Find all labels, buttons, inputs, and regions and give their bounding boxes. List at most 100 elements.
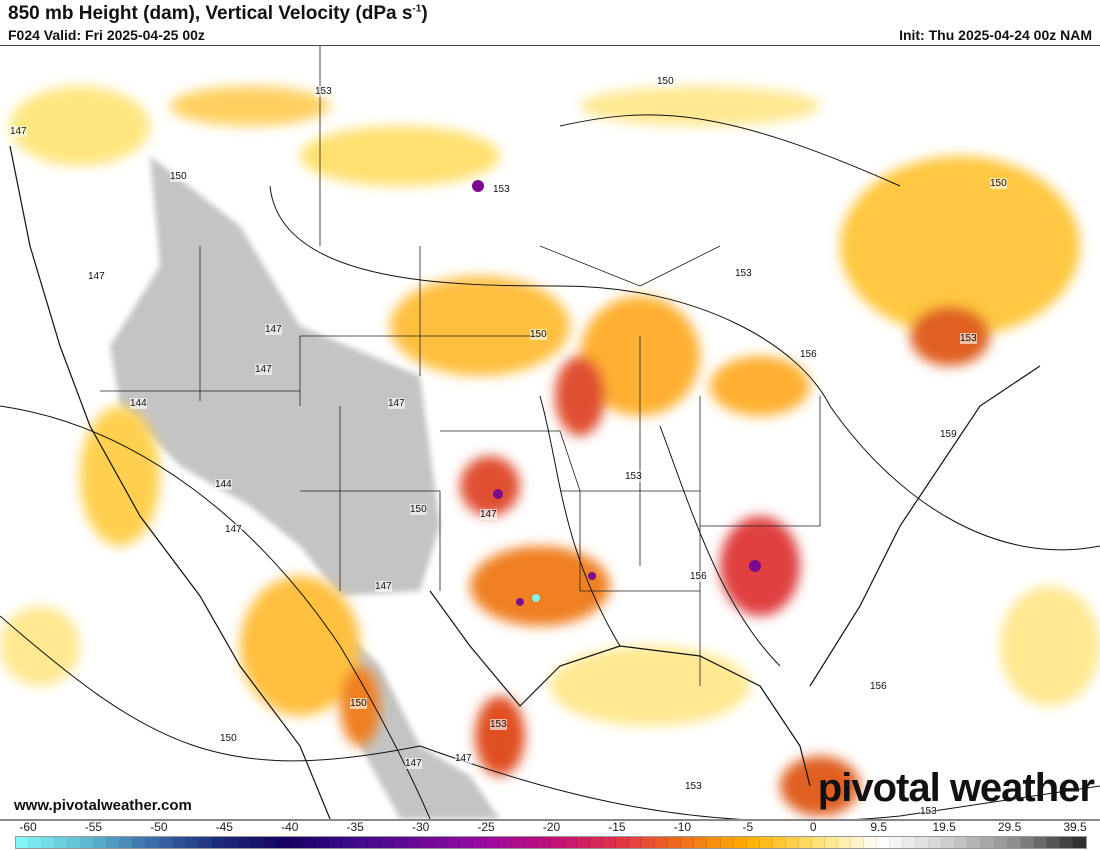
colorbar [15,836,1087,849]
colorbar-cell [289,837,304,848]
colorbar-cell [81,837,95,848]
colorbar-cell [590,837,604,848]
colorbar-cell [681,837,695,848]
colorbar-cell [511,837,525,848]
contour-label: 153 [685,781,702,792]
colorbar-cell [968,837,982,848]
colorbar-tick-label: 39.5 [1063,820,1087,834]
state-borders [100,46,821,686]
colorbar-cell [185,837,199,848]
colorbar-cell [550,837,564,848]
colorbar-tick-label: 19.5 [932,820,956,834]
colorbar-cell [303,837,317,848]
website-label: www.pivotalweather.com [14,797,192,814]
colorbar-cell [655,837,669,848]
colorbar-cell [563,837,578,848]
colorbar-cell [146,837,160,848]
colorbar-cell [276,837,290,848]
colorbar-cell [642,837,656,848]
colorbar-cell [772,837,786,848]
contour-label: 156 [690,571,707,582]
colorbar-tick-label: -10 [673,820,692,834]
colorbar-cell [94,837,108,848]
colorbar-cell [446,837,460,848]
colorbar-cell [42,837,56,848]
colorbar-cell [694,837,708,848]
colorbar-cell [1020,837,1034,848]
colorbar-cell [785,837,799,848]
contour-label: 159 [940,429,957,440]
colorbar-tick-label: -35 [346,820,364,834]
pivotal-weather-logo: pivotal weather [817,766,1095,810]
colorbar-tick-label: -15 [608,820,626,834]
colorbar-cell [746,837,760,848]
colorbar-cell [342,837,356,848]
contour-label: 150 [530,329,547,340]
colorbar-cell [733,837,747,848]
colorbar-labels: -60 -55 -50 -45 -40 -35 -30 -25 -20 -15 -10 -5 0 9.5 1… [0,820,1100,834]
colorbar-cell [407,837,421,848]
contour-label: 150 [990,178,1007,189]
colorbar-tick-label: 29.5 [997,820,1022,834]
colorbar-cell [577,837,591,848]
contour-label: 147 [480,509,497,520]
velocity-shading [0,86,1100,816]
colorbar-cell [603,837,617,848]
colorbar-cell [616,837,630,848]
colorbar-cell [172,837,186,848]
colorbar-tick-label: -50 [150,820,168,834]
colorbar-cell [159,837,173,848]
title-end: ) [421,3,428,24]
weather-map: 147 153 150 153 150 150 147 153 147 150 147 144 147 1… [0,45,1100,821]
colorbar-cell [864,837,878,848]
init-time: Init: Thu 2025-04-24 00z NAM [899,27,1092,43]
colorbar-cell [224,837,238,848]
colorbar-cell [433,837,447,848]
colorbar-cell [381,837,395,848]
colorbar-tick-label: -55 [84,820,103,834]
colorbar-cell [824,837,838,848]
valid-time: F024 Valid: Fri 2025-04-25 00z [8,27,205,43]
contour-label: 150 [170,171,187,182]
contour-label: 150 [410,504,427,515]
colorbar-cell [55,837,69,848]
colorbar-cell [994,837,1008,848]
contour-label: 147 [265,324,282,335]
colorbar-cell [211,837,225,848]
colorbar-cell [837,837,851,848]
height-contours [0,114,1100,819]
map-canvas [0,46,1100,819]
contour-label: 153 [920,806,937,817]
contour-label: 150 [350,698,367,709]
colorbar-cell [355,837,369,848]
colorbar-cell [420,837,434,848]
colorbar-cell [198,837,212,848]
colorbar-tick-label: -60 [19,820,37,834]
colorbar-cell [929,837,943,848]
terrain-mask [110,156,500,819]
contour-label: 153 [493,184,510,195]
colorbar-cell [1033,837,1047,848]
colorbar-cell [811,837,825,848]
contour-label: 153 [960,333,977,344]
contour-label: 147 [225,524,242,535]
colorbar-tick-label: -20 [542,820,561,834]
colorbar-cell [720,837,734,848]
contour-label: 153 [735,268,752,279]
colorbar-cell [981,837,995,848]
contour-label: 153 [315,86,332,97]
colorbar-cell [1059,837,1073,848]
contour-label: 150 [657,76,674,87]
colorbar-cell [1007,837,1021,848]
colorbar-cell [16,837,30,848]
title-text: 850 mb Height (dam), Vertical Velocity (… [8,3,413,24]
colorbar-cell [668,837,682,848]
colorbar-cell [524,837,538,848]
contour-label: 153 [625,471,642,482]
colorbar-cell [798,837,812,848]
colorbar-cell [916,837,930,848]
colorbar-cell [890,837,904,848]
colorbar-cell [1072,837,1086,848]
colorbar-cell [133,837,147,848]
colorbar-cell [29,837,43,848]
